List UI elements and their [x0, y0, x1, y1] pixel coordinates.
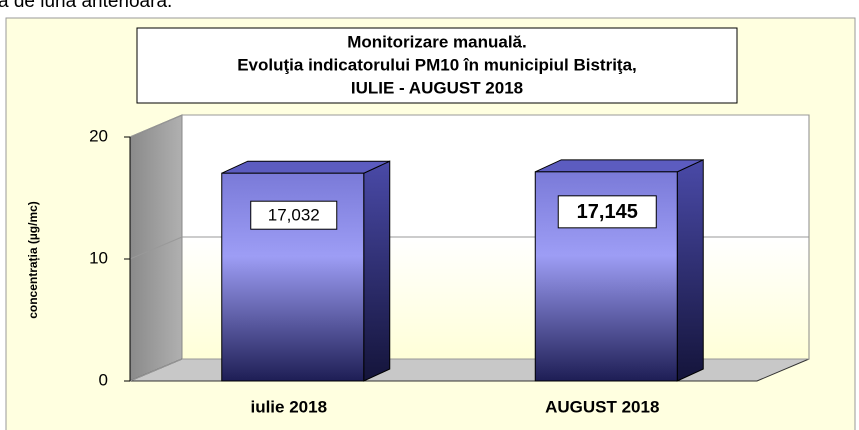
value-label: 17,032 [268, 206, 320, 225]
chart-title: Evoluţia indicatorului PM10 în municipiu… [237, 55, 637, 74]
y-tick-label: 20 [89, 126, 108, 145]
bar-side [363, 160, 391, 382]
bar-top [221, 160, 390, 174]
x-tick-label: AUGUST 2018 [545, 397, 659, 416]
bar-side [676, 159, 704, 382]
y-tick-label: 10 [89, 248, 108, 267]
bar-top [535, 159, 704, 173]
y-axis-label: concentrația (µg/mc) [26, 201, 40, 319]
y-tick-label: 0 [99, 370, 108, 389]
title-box [136, 27, 738, 104]
grid-line [129, 358, 183, 382]
caption: a de luna anterioară. [0, 0, 172, 12]
value-label: 17,145 [577, 201, 638, 223]
value-label-box [250, 200, 338, 230]
x-tick-label: iulie 2018 [250, 397, 327, 416]
grid-line [129, 114, 183, 138]
grid-line [129, 236, 183, 260]
chart-title: IULIE - AUGUST 2018 [351, 78, 523, 97]
plot: 0 10 20 17,032 iulie 2018 17,145 AUGUST 2018 [89, 114, 810, 416]
chart-title: Monitorizare manuală. [347, 32, 526, 51]
value-label-box [557, 195, 657, 229]
